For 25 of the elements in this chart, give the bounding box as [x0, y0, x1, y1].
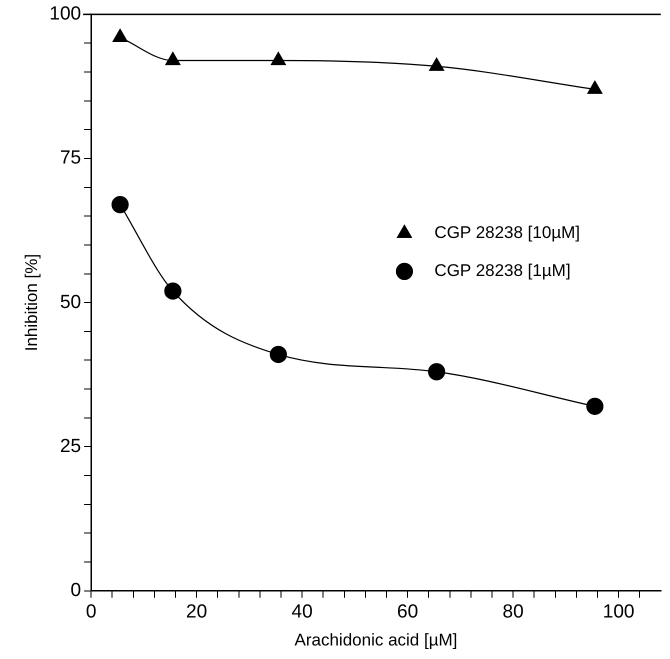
- point: [429, 58, 444, 71]
- x-tick-label: 40: [292, 601, 313, 622]
- x-tick-label: 100: [602, 601, 634, 622]
- point: [586, 398, 604, 415]
- point: [164, 282, 182, 300]
- y-axis-title: Inhibition [%]: [22, 254, 41, 352]
- y-tick-label: 0: [70, 580, 82, 602]
- point: [428, 363, 446, 380]
- legend-label: CGP 28238 [1µM]: [434, 261, 571, 280]
- point: [587, 80, 602, 94]
- point: [112, 28, 128, 42]
- x-tick-label: 0: [86, 601, 96, 622]
- y-tick-label: 75: [60, 148, 82, 169]
- point: [165, 52, 180, 66]
- x-tick-label: 80: [502, 601, 524, 622]
- y-tick-label: 100: [49, 4, 82, 25]
- y-tick-label: 25: [60, 436, 82, 457]
- y-tick-label: 50: [60, 292, 82, 313]
- x-axis-title: Arachidonic acid [µM]: [294, 630, 458, 650]
- x-tick-label: 60: [397, 601, 418, 622]
- x-tick-label: 20: [186, 601, 208, 622]
- legend-label: CGP 28238 [10µM]: [434, 223, 580, 242]
- point: [112, 196, 129, 214]
- point: [270, 52, 286, 66]
- point: [270, 346, 287, 364]
